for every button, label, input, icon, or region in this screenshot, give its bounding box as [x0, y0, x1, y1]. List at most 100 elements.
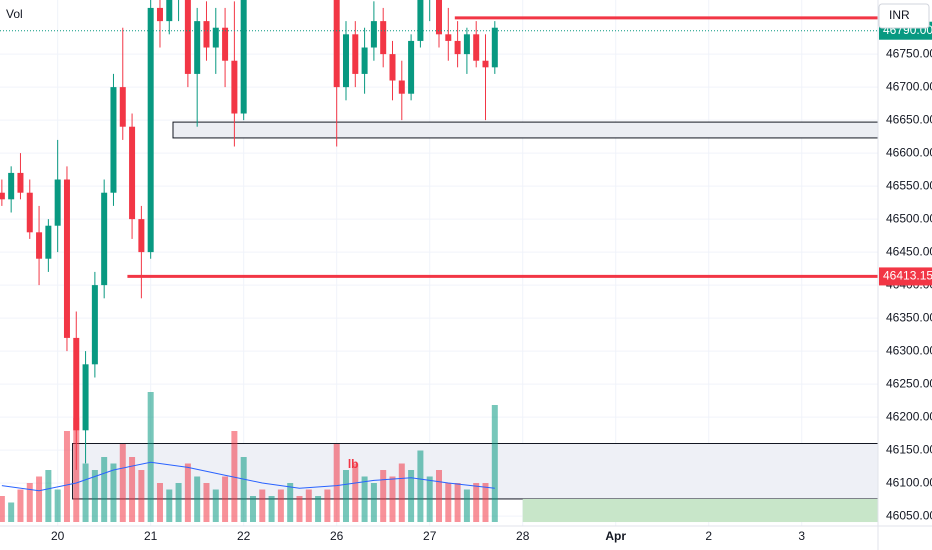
volume-bar	[259, 489, 266, 522]
volume-bar	[73, 418, 80, 522]
candle-body	[82, 364, 89, 431]
volume-bar	[249, 496, 256, 522]
volume-bar	[26, 483, 33, 522]
candle-body	[231, 60, 238, 114]
volume-label: Vol	[6, 7, 23, 21]
candle-body	[352, 34, 359, 74]
y-tick-label: 46300.00	[886, 343, 932, 357]
volume-bar	[119, 444, 126, 522]
x-tick-label: 28	[516, 529, 530, 543]
candle-body	[445, 34, 452, 41]
x-tick-label: 2	[705, 529, 712, 543]
volume-bar	[342, 470, 349, 522]
candle-body	[147, 7, 154, 253]
volume-bar	[389, 476, 396, 522]
volume-bar	[315, 496, 322, 522]
volume-bar	[138, 470, 145, 522]
volume-bar	[324, 489, 331, 522]
y-tick-label: 46700.00	[886, 79, 932, 93]
candle-body	[463, 34, 470, 55]
x-tick-label: 27	[423, 529, 437, 543]
volume-bar	[63, 431, 70, 522]
candle-body	[119, 87, 126, 127]
y-tick-label: 46600.00	[886, 145, 932, 159]
candle-body	[482, 60, 489, 68]
volume-bar	[454, 483, 461, 522]
volume-bar	[426, 476, 433, 522]
candle-body	[26, 192, 33, 233]
candle-body	[166, 0, 173, 22]
volume-ma	[1, 461, 495, 492]
y-tick-label: 46550.00	[886, 178, 932, 192]
candle-body	[380, 21, 387, 55]
candle-body	[491, 27, 498, 68]
y-tick-label: 46100.00	[886, 475, 932, 489]
candle-body	[342, 34, 349, 88]
x-tick-label: 3	[798, 529, 805, 543]
x-tick-label: 21	[144, 529, 158, 543]
y-tick-label: 46450.00	[886, 244, 932, 258]
volume-bar	[54, 489, 61, 522]
candle-body	[129, 126, 136, 220]
volume-bar	[380, 470, 387, 522]
volume-bar	[482, 483, 489, 522]
x-tick-label: 26	[330, 529, 344, 543]
volume-bar	[473, 483, 480, 522]
candle-body	[436, 0, 442, 35]
volume-bar	[463, 489, 470, 522]
volume-bar	[277, 489, 284, 522]
volume-bar	[491, 405, 498, 522]
volume-bar	[184, 463, 191, 522]
volume-bar	[398, 463, 405, 522]
volume-bar	[305, 489, 312, 522]
candle-body	[156, 7, 163, 22]
candle-body	[408, 40, 415, 94]
candle-body	[101, 192, 108, 286]
zone	[522, 498, 878, 523]
price-label: 46413.15	[883, 269, 932, 283]
volume-bar	[36, 476, 43, 522]
volume-bar	[166, 489, 173, 522]
y-tick-label: 46250.00	[886, 376, 932, 390]
volume-bar	[212, 489, 219, 522]
volume-bar	[436, 470, 442, 522]
candle-body	[73, 337, 80, 431]
x-tick-label: Apr	[605, 529, 626, 543]
volume-bar	[129, 457, 136, 522]
volume-bar	[408, 470, 415, 522]
volume-bar	[8, 502, 15, 522]
volume-bar	[296, 496, 303, 522]
y-tick-label: 46200.00	[886, 409, 932, 423]
zone	[172, 121, 878, 139]
x-tick-label: 22	[237, 529, 251, 543]
volume-bar	[333, 444, 340, 522]
currency: INR	[889, 8, 910, 22]
volume-bar	[156, 483, 163, 522]
candle-body	[0, 192, 5, 200]
candle-body	[454, 40, 461, 55]
volume-bar	[194, 476, 201, 522]
volume-bar	[17, 489, 24, 522]
y-tick-label: 46350.00	[886, 310, 932, 324]
y-tick-label: 46050.00	[886, 508, 932, 522]
candle-body	[222, 27, 229, 61]
candle-body	[184, 0, 191, 74]
y-tick-label: 46750.00	[886, 46, 932, 60]
volume-bar	[0, 496, 5, 522]
currency-box[interactable]	[878, 3, 930, 29]
y-tick-label: 46500.00	[886, 211, 932, 225]
volume-bar	[361, 476, 368, 522]
candle-body	[8, 172, 15, 200]
y-tick-label: 46650.00	[886, 112, 932, 126]
candle-body	[63, 179, 70, 338]
volume-bar	[287, 483, 294, 522]
volume-bar	[222, 476, 229, 522]
volume-bar	[445, 483, 452, 522]
candle-body	[370, 21, 377, 48]
candle-body	[398, 80, 405, 94]
candle-body	[203, 21, 210, 48]
candle-body	[36, 232, 43, 259]
candle-body	[417, 0, 424, 41]
candle-body	[91, 285, 98, 365]
